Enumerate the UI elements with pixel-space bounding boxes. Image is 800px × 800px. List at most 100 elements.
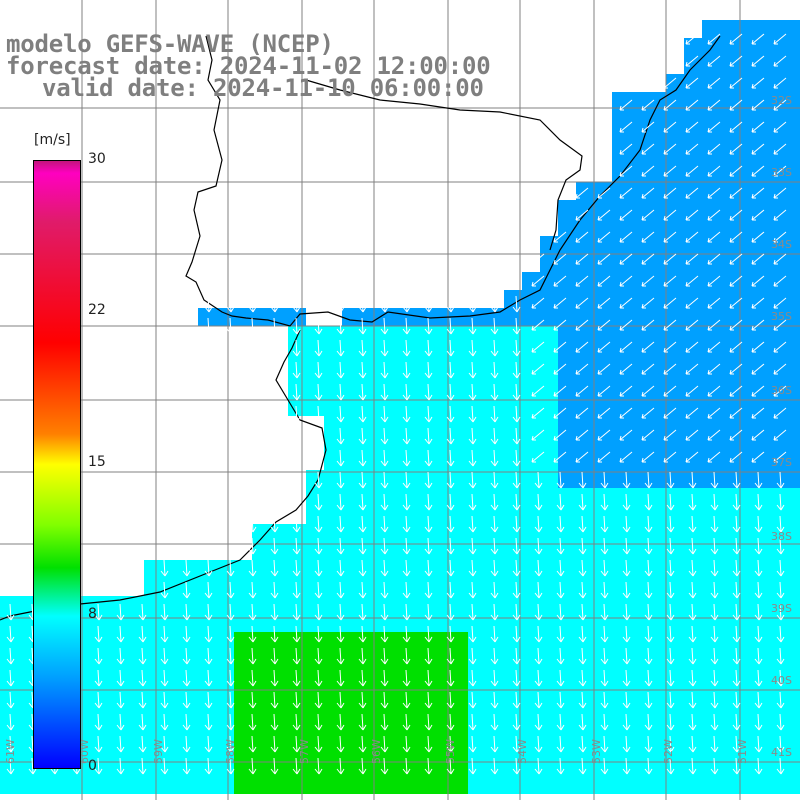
- wind-cell: [720, 128, 738, 146]
- wind-arrow: [182, 757, 191, 775]
- wind-cell: [414, 470, 432, 488]
- wind-cell: [108, 668, 126, 686]
- wind-arrow: [644, 493, 653, 511]
- wind-cell: [774, 686, 792, 704]
- wind-cell: [432, 542, 450, 560]
- wind-arrow: [534, 735, 543, 753]
- wind-arrow: [622, 647, 631, 665]
- wind-arrow: [6, 625, 15, 643]
- wind-cell: [774, 146, 792, 164]
- wind-cell: [648, 272, 666, 290]
- wind-cell: [342, 326, 360, 344]
- wind-arrow: [358, 537, 367, 555]
- wind-cell: [702, 20, 720, 38]
- wind-cell: [774, 92, 792, 110]
- wind-cell: [0, 704, 18, 722]
- wind-cell: [792, 254, 800, 272]
- wind-arrow: [138, 757, 147, 775]
- wind-cell: [576, 488, 594, 506]
- wind-arrow: [751, 209, 765, 221]
- wind-cell: [738, 632, 756, 650]
- wind-cell: [666, 128, 684, 146]
- wind-cell: [738, 290, 756, 308]
- wind-arrow: [204, 669, 213, 687]
- wind-cell: [540, 668, 558, 686]
- wind-arrow: [707, 165, 721, 177]
- wind-cell: [198, 632, 216, 650]
- wind-arrow: [754, 735, 763, 753]
- wind-cell: [684, 218, 702, 236]
- wind-arrow: [160, 625, 169, 643]
- wind-arrow: [776, 691, 785, 709]
- wind-arrow: [622, 493, 631, 511]
- wind-cell: [630, 182, 648, 200]
- wind-cell: [468, 362, 486, 380]
- wind-cell: [414, 650, 432, 668]
- wind-arrow: [424, 581, 433, 599]
- wind-arrow: [688, 647, 697, 665]
- wind-arrow: [182, 603, 191, 621]
- wind-cell: [612, 272, 630, 290]
- wind-arrow: [600, 581, 609, 599]
- wind-cell: [522, 650, 540, 668]
- wind-cell: [486, 488, 504, 506]
- wind-arrow: [641, 429, 655, 441]
- wind-arrow: [729, 209, 743, 221]
- wind-cell: [792, 128, 800, 146]
- wind-cell: [522, 632, 540, 650]
- wind-arrow: [402, 757, 411, 775]
- wind-arrow: [597, 451, 611, 463]
- wind-cell: [450, 668, 468, 686]
- wind-arrow: [446, 625, 455, 643]
- wind-cell: [162, 632, 180, 650]
- wind-arrow: [292, 713, 301, 731]
- wind-cell: [756, 722, 774, 740]
- wind-cell: [702, 488, 720, 506]
- wind-arrow: [138, 647, 147, 665]
- wind-cell: [342, 686, 360, 704]
- wind-cell: [648, 164, 666, 182]
- wind-cell: [468, 524, 486, 542]
- wind-cell: [792, 344, 800, 362]
- wind-arrow: [270, 581, 279, 599]
- wind-cell: [378, 362, 396, 380]
- wind-arrow: [707, 231, 721, 243]
- wind-cell: [54, 776, 72, 794]
- wind-arrow: [729, 319, 743, 331]
- wind-cell: [324, 524, 342, 542]
- wind-cell: [666, 200, 684, 218]
- wind-arrow: [490, 757, 499, 775]
- wind-arrow: [729, 165, 743, 177]
- wind-arrow: [773, 231, 787, 243]
- wind-arrow: [204, 647, 213, 665]
- wind-arrow: [710, 669, 719, 687]
- wind-cell: [18, 776, 36, 794]
- wind-cell: [774, 38, 792, 56]
- wind-cell: [756, 704, 774, 722]
- wind-arrow: [512, 383, 521, 401]
- wind-arrow: [490, 735, 499, 753]
- wind-cell: [792, 236, 800, 254]
- wind-arrow: [619, 385, 633, 397]
- wind-cell: [630, 776, 648, 794]
- wind-cell: [792, 110, 800, 128]
- wind-arrow: [666, 669, 675, 687]
- wind-arrow: [358, 383, 367, 401]
- wind-arrow: [336, 427, 345, 445]
- wind-cell: [324, 380, 342, 398]
- wind-arrow: [248, 647, 257, 665]
- wind-cell: [756, 416, 774, 434]
- wind-cell: [594, 380, 612, 398]
- wind-arrow: [751, 143, 765, 155]
- wind-arrow: [729, 55, 743, 67]
- wind-arrow: [534, 559, 543, 577]
- wind-cell: [774, 218, 792, 236]
- wind-arrow: [619, 319, 633, 331]
- wind-arrow: [688, 691, 697, 709]
- wind-cell: [648, 128, 666, 146]
- wind-cell: [792, 146, 800, 164]
- wind-cell: [684, 722, 702, 740]
- wind-arrow: [468, 537, 477, 555]
- colorbar-tick-0: 0: [88, 758, 97, 774]
- longitude-label: 56W: [370, 739, 383, 764]
